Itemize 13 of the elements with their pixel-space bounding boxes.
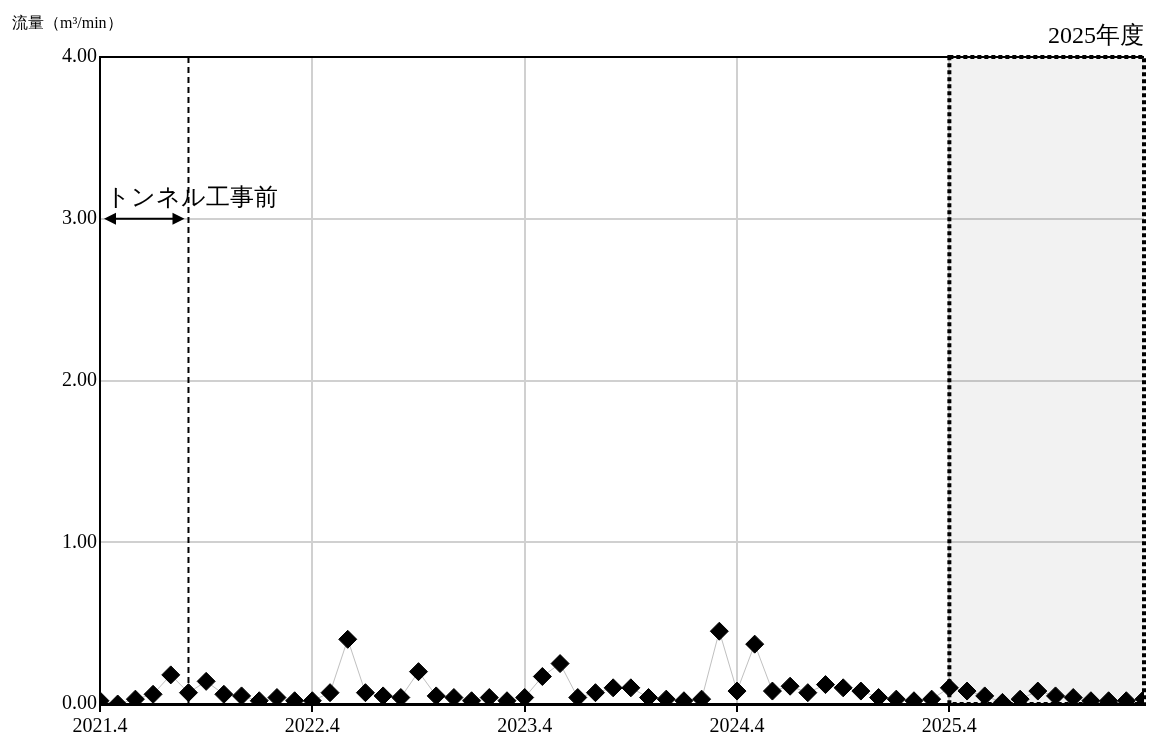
y-axis-title: 流量（m³/min） (12, 14, 123, 32)
y-tick-label: 3.00 (62, 206, 97, 228)
y-tick-label: 2.00 (62, 367, 97, 390)
x-tick-label: 2021.4 (72, 714, 128, 737)
x-tick-label: 2022.4 (284, 714, 340, 737)
y-tick-label: 0.00 (62, 691, 97, 714)
y-tick-label: 1.00 (62, 529, 97, 552)
x-tick-label: 2025.4 (921, 714, 977, 737)
x-tick-label: 2023.4 (497, 714, 553, 737)
y-tick-label: 4.00 (62, 44, 97, 67)
band-label: 2025年度 (1048, 22, 1144, 49)
ref-line-label: トンネル工事前 (106, 184, 278, 211)
x-tick-label: 2024.4 (709, 714, 765, 737)
